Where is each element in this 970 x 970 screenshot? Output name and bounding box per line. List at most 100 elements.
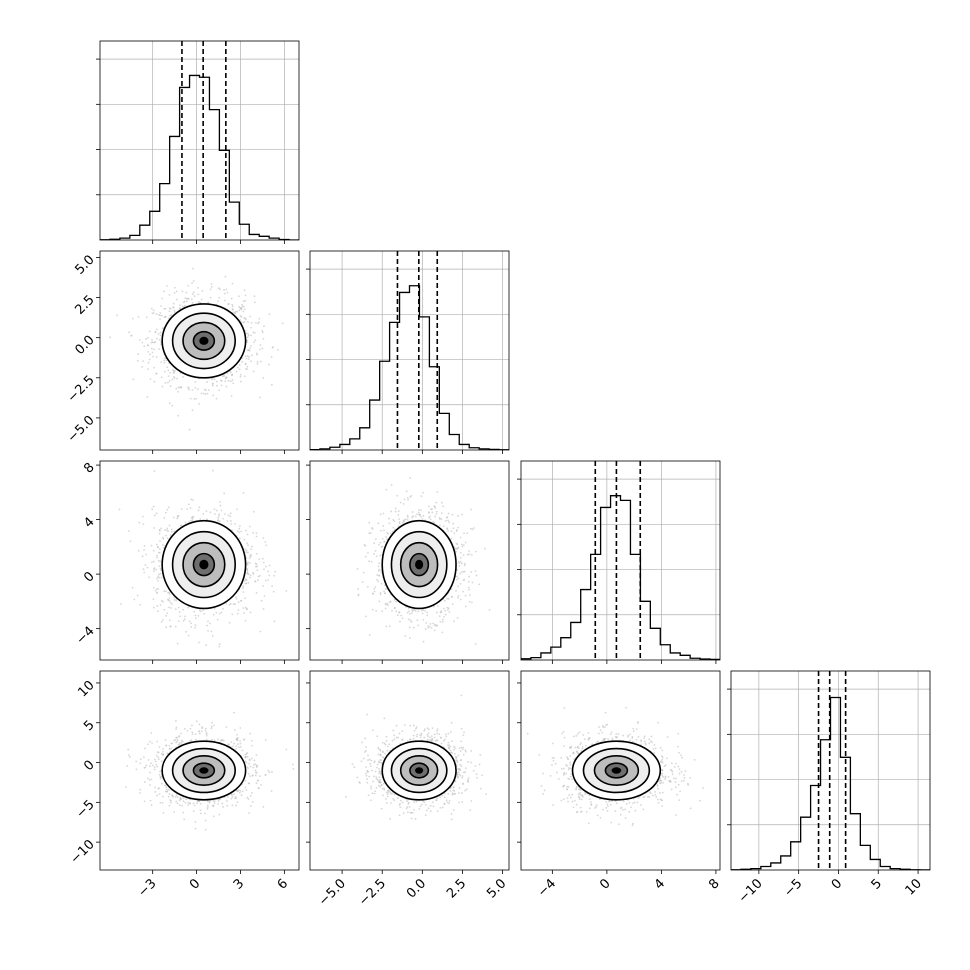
scatter-point	[142, 568, 145, 571]
scatter-point	[157, 559, 160, 562]
scatter-point	[141, 515, 144, 518]
scatter-point	[246, 533, 249, 536]
scatter-point	[459, 556, 462, 559]
scatter-point	[408, 610, 410, 613]
scatter-point	[414, 515, 417, 518]
scatter-point	[379, 593, 382, 596]
scatter-point	[239, 306, 242, 309]
scatter-point	[397, 525, 400, 527]
scatter-point	[188, 428, 191, 431]
scatter-point	[478, 583, 481, 586]
scatter-point	[272, 590, 275, 593]
scatter-point	[229, 380, 232, 382]
scatter-point	[155, 763, 158, 766]
scatter-point	[224, 299, 226, 302]
scatter-point	[249, 562, 251, 564]
scatter-point	[206, 624, 209, 627]
scatter-point	[258, 558, 261, 561]
scatter-point	[210, 725, 213, 728]
scatter-point	[226, 804, 229, 807]
scatter-point	[197, 509, 200, 512]
scatter-point	[459, 598, 462, 601]
scatter-point	[232, 311, 234, 314]
scatter-point	[427, 625, 429, 627]
scatter-point	[247, 581, 250, 584]
scatter-point	[192, 280, 195, 282]
scatter-point	[172, 302, 175, 305]
scatter-point	[181, 290, 184, 293]
scatter-point	[406, 518, 409, 521]
scatter-point	[240, 794, 243, 797]
scatter-point	[168, 379, 171, 382]
scatter-point	[217, 800, 220, 802]
scatter-point	[422, 491, 425, 494]
scatter-point	[453, 620, 456, 623]
scatter-point	[183, 818, 186, 821]
scatter-point	[400, 614, 403, 617]
panel-frame	[99, 40, 300, 241]
scatter-point	[391, 530, 394, 533]
scatter-point	[238, 527, 241, 530]
scatter-point	[382, 525, 385, 527]
scatter-point	[130, 334, 133, 337]
scatter-point	[412, 626, 415, 629]
scatter-point	[399, 620, 401, 623]
scatter-point	[252, 510, 255, 513]
scatter-point	[173, 370, 176, 372]
scatter-point	[182, 619, 185, 622]
scatter-point	[262, 337, 265, 340]
scatter-point	[234, 797, 236, 800]
scatter-point	[242, 587, 244, 589]
scatter-point	[189, 397, 192, 400]
scatter-point	[185, 798, 188, 801]
scatter-point	[378, 562, 381, 565]
scatter-point	[190, 626, 193, 628]
scatter-point	[157, 758, 160, 761]
scatter-point	[167, 506, 170, 509]
scatter-point	[432, 622, 435, 625]
scatter-point	[209, 511, 212, 514]
scatter-point	[440, 518, 443, 520]
scatter-point	[243, 321, 246, 323]
scatter-point	[227, 514, 230, 517]
scatter-point	[452, 522, 455, 525]
scatter-point	[217, 287, 220, 290]
scatter-point	[146, 566, 149, 569]
scatter-point	[151, 508, 154, 511]
scatter-point	[236, 508, 238, 511]
scatter-point	[430, 508, 432, 511]
scatter-point	[170, 528, 173, 531]
scatter-point	[420, 509, 422, 511]
scatter-point	[147, 759, 150, 761]
scatter-point	[453, 532, 456, 534]
scatter-point	[250, 326, 253, 329]
scatter-point	[188, 620, 191, 623]
scatter-point	[448, 611, 451, 613]
scatter-point	[468, 594, 471, 596]
scatter-point	[433, 521, 436, 524]
panel-content	[521, 461, 720, 660]
scatter-point	[386, 602, 389, 605]
panel-frame	[99, 250, 300, 451]
scatter-point	[156, 554, 158, 557]
scatter-point	[174, 720, 177, 722]
scatter-point	[190, 298, 193, 301]
scatter-point	[386, 538, 388, 541]
scatter-point	[177, 386, 180, 389]
scatter-point	[513, 588, 515, 590]
scatter-point	[251, 354, 253, 357]
scatter-point	[209, 622, 211, 625]
scatter-point	[244, 779, 247, 782]
scatter-point	[191, 409, 194, 412]
scatter-point	[260, 599, 263, 602]
scatter-point	[224, 275, 227, 278]
scatter-point	[363, 544, 366, 546]
panel-content	[125, 711, 295, 831]
scatter-point	[164, 784, 166, 787]
density-shade	[199, 559, 209, 570]
scatter-point	[156, 794, 159, 797]
scatter-point	[231, 795, 234, 798]
scatter-point	[162, 811, 165, 814]
scatter-point	[233, 711, 235, 714]
scatter-point	[147, 361, 150, 364]
